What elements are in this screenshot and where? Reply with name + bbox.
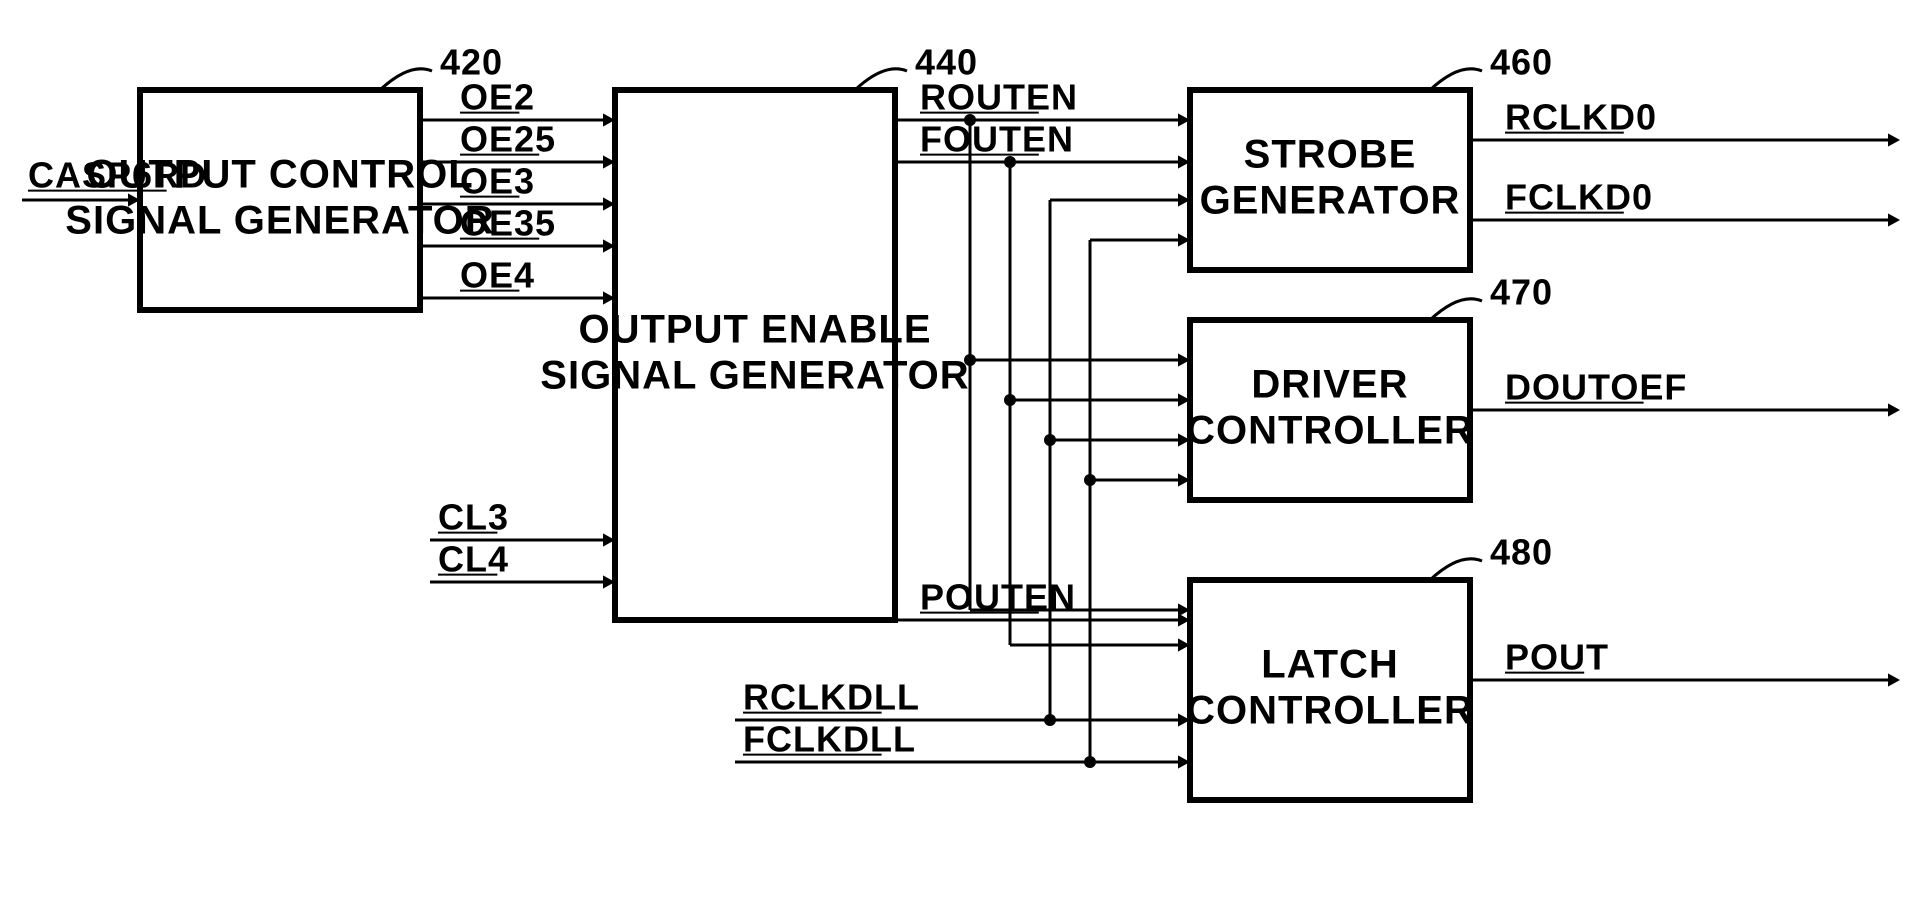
diagram-label: DRIVER: [1251, 363, 1408, 407]
diagram-label: CONTROLLER: [1186, 409, 1474, 453]
diagram-label: FOUTEN: [920, 119, 1074, 160]
diagram-label: OE3: [460, 161, 535, 202]
diagram-label: CONTROLLER: [1186, 689, 1474, 733]
diagram-label: 460: [1490, 42, 1553, 83]
diagram-label: DOUTOEF: [1505, 367, 1687, 408]
diagram-label: FCLKD0: [1505, 177, 1653, 218]
diagram-label: RCLKD0: [1505, 97, 1657, 138]
diagram-label: CASP6RD: [28, 155, 207, 196]
diagram-label: OE35: [460, 203, 556, 244]
diagram-label: STROBE: [1244, 133, 1417, 177]
diagram-label: LATCH: [1261, 643, 1399, 687]
diagram-label: POUT: [1505, 637, 1609, 678]
diagram-label: OE4: [460, 255, 535, 296]
diagram-label: POUTEN: [920, 577, 1076, 618]
diagram-label: CL3: [438, 497, 509, 538]
diagram-label: FCLKDLL: [743, 719, 916, 760]
diagram-label: OE2: [460, 77, 535, 118]
diagram-label: 480: [1490, 532, 1553, 573]
diagram-label: OUTPUT ENABLE: [579, 308, 932, 352]
diagram-label: SIGNAL GENERATOR: [540, 354, 969, 398]
diagram-label: 470: [1490, 272, 1553, 313]
diagram-label: CL4: [438, 539, 509, 580]
diagram-label: GENERATOR: [1200, 179, 1461, 223]
diagram-label: OE25: [460, 119, 556, 160]
diagram-label: RCLKDLL: [743, 677, 920, 718]
diagram-label: ROUTEN: [920, 77, 1078, 118]
